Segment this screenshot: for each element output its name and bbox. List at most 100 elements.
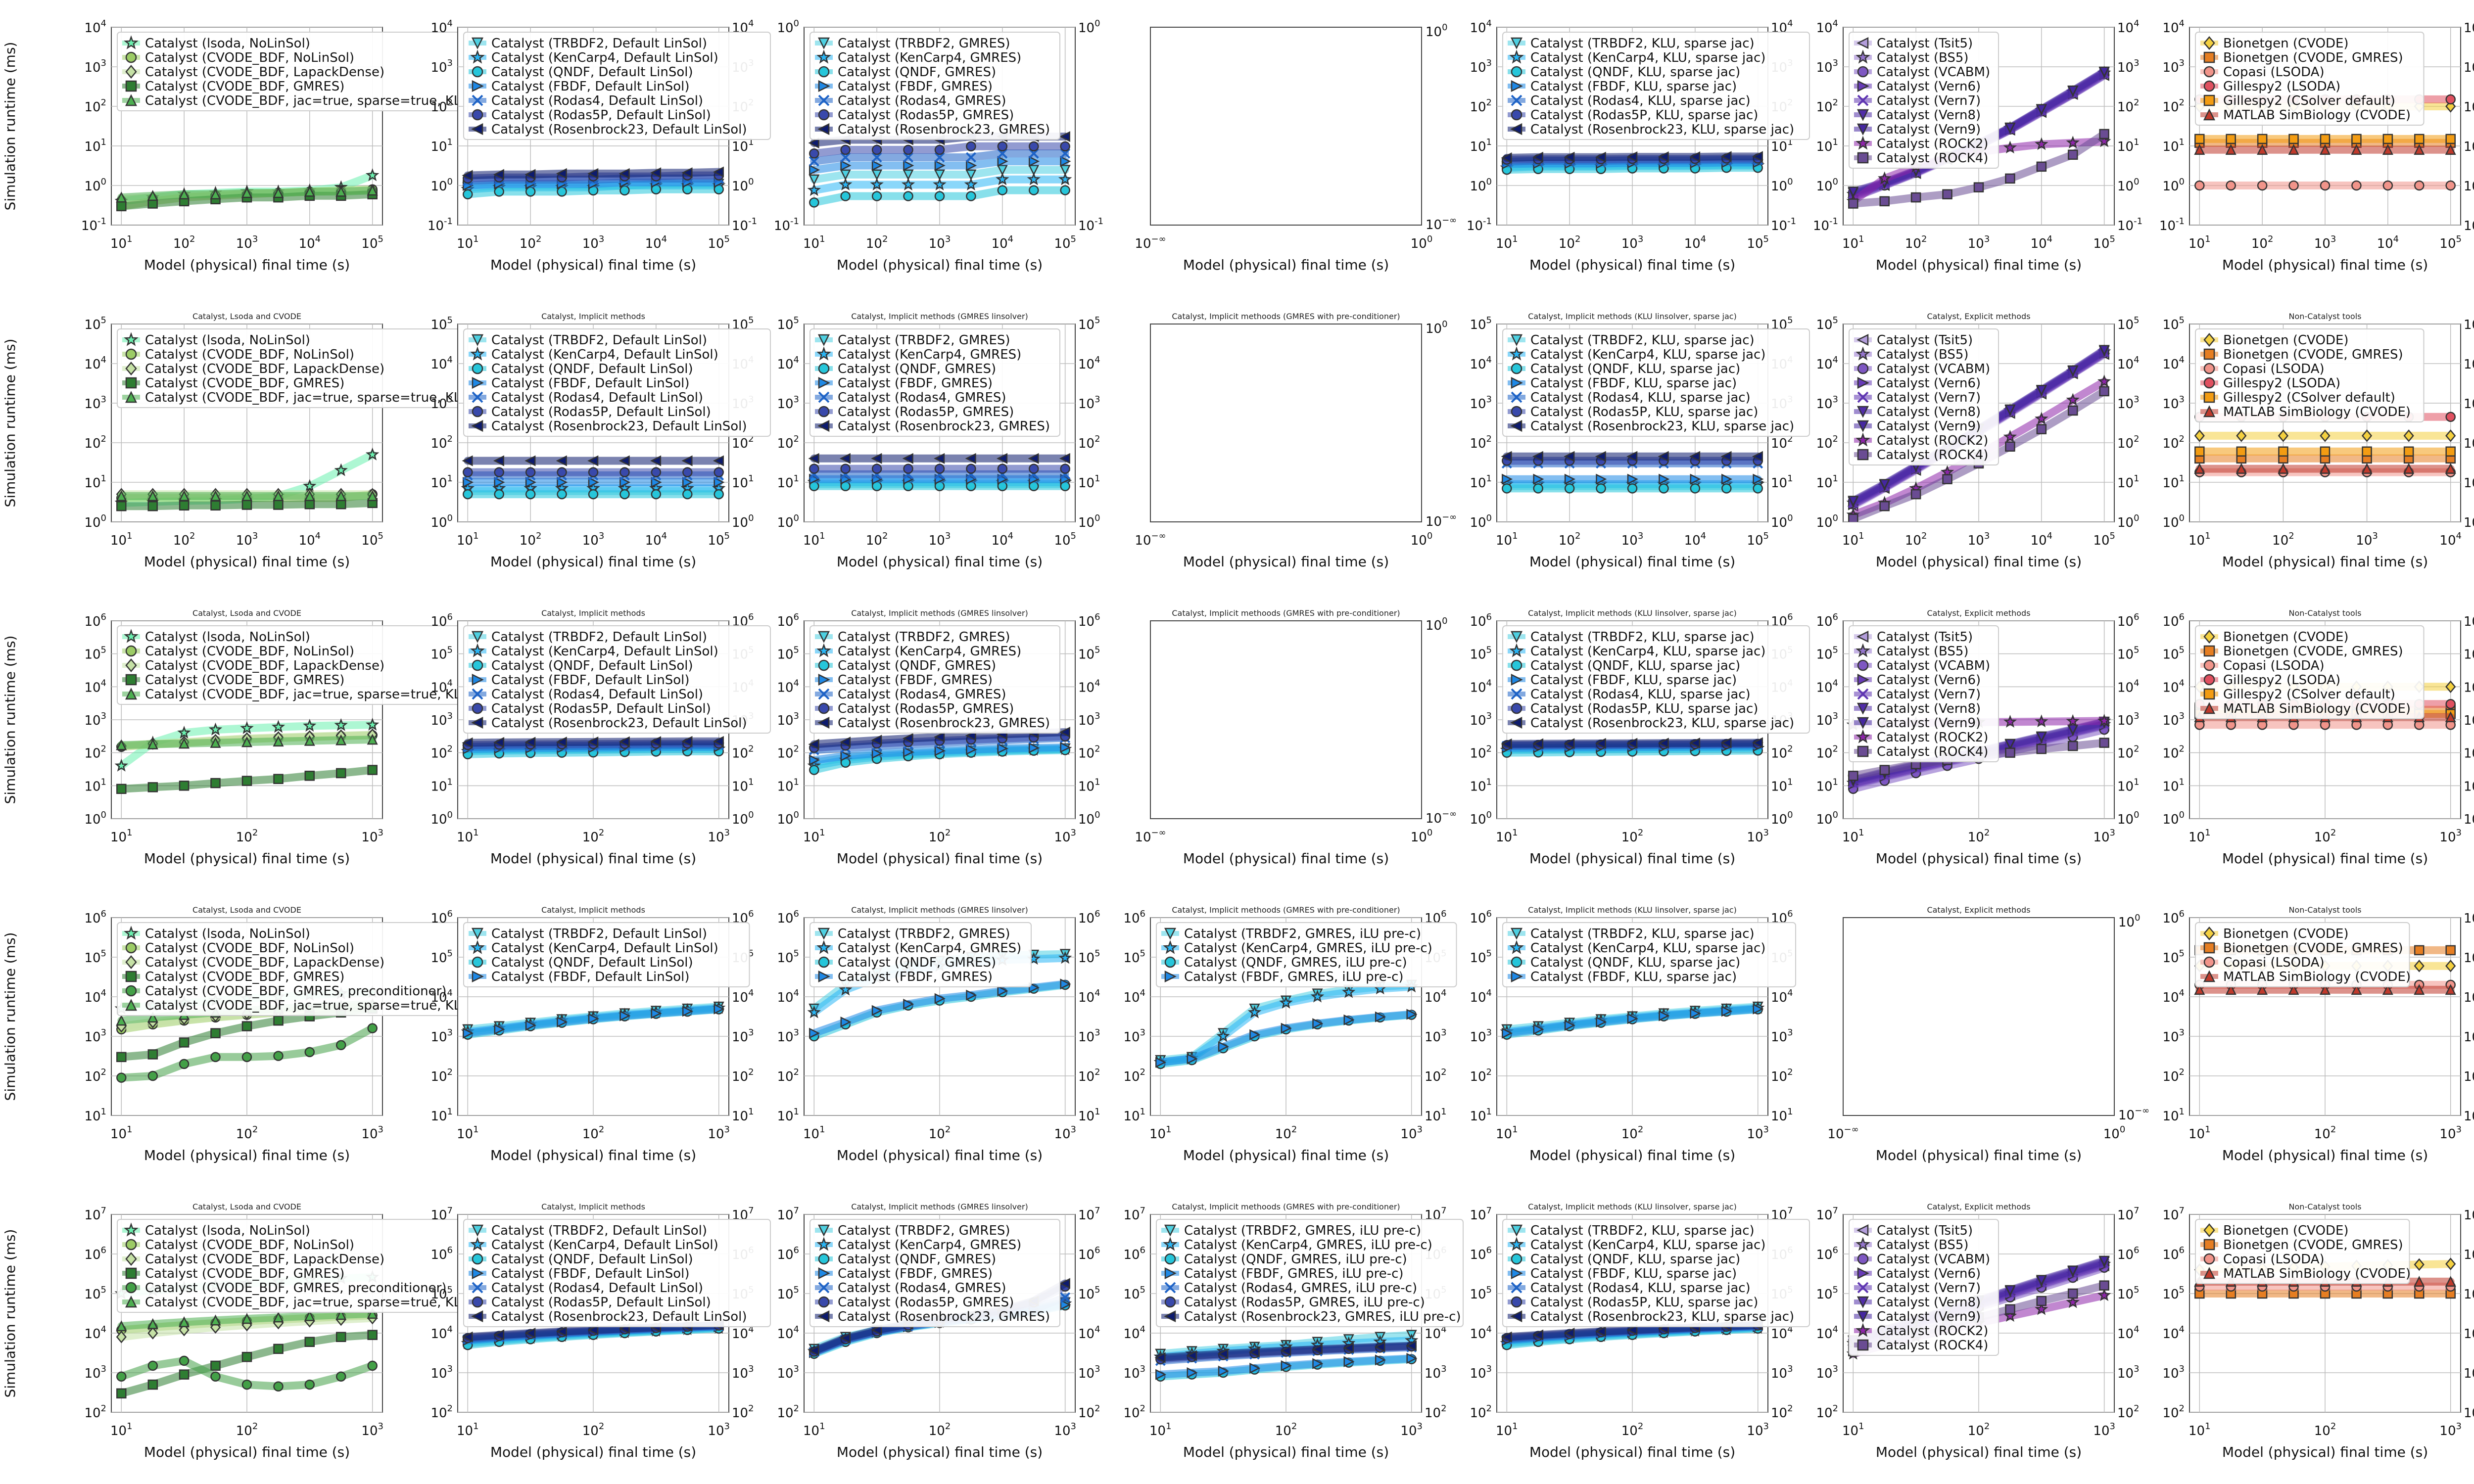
series-point-8-0	[1848, 198, 1858, 209]
legend: Bionetgen (CVODE)Bionetgen (CVODE, GMRES…	[2195, 922, 2411, 987]
y-tick-label: 105	[777, 645, 799, 662]
y-tick-label-right: 102	[732, 1403, 754, 1421]
subplot-r0-c3: Model (physical) final time (s) 100 10−∞ 10…	[1135, 22, 1457, 273]
series-point-3-0	[809, 754, 820, 766]
y-tick-label-right: 100	[1078, 513, 1100, 530]
x-tick-label: 103	[1054, 828, 1076, 845]
legend-swatch-marker	[818, 109, 830, 121]
series-point-8-6	[2036, 424, 2047, 434]
series-point-3-3	[1596, 473, 1607, 485]
subplot-r1-c6: Non-Catalyst tools Model (physical) final…	[2162, 312, 2474, 570]
series-point-6-1	[839, 453, 851, 464]
series-point-3-7	[1029, 156, 1040, 167]
series-point-3-6	[997, 156, 1008, 167]
y-tick-label: 102	[430, 744, 453, 761]
legend-entry: Catalyst (Rodas4, Default LinSol)	[491, 390, 703, 405]
legend-swatch-marker	[125, 645, 137, 657]
y-tick-label: 103	[84, 711, 106, 728]
series-point-5-8	[2445, 711, 2456, 722]
series-point-3-4	[241, 776, 252, 786]
series-point-2-2	[2257, 180, 2268, 191]
series-point-1-1	[838, 178, 853, 190]
legend-swatch-marker	[471, 37, 484, 49]
legend-swatch-marker	[1511, 391, 1522, 403]
series-point-8-1	[1879, 765, 1890, 775]
x-tick-label: 101	[803, 828, 825, 845]
y-tick-label: 105	[1470, 948, 1492, 966]
series-point-0-8	[366, 168, 380, 182]
legend-entry: Catalyst (Rodas5P, KLU, sparse jac)	[1530, 1295, 1758, 1310]
x-tick-label: 102	[1559, 234, 1581, 251]
subplot-r2-c2: Catalyst, Implicit methods (GMRES linsol…	[777, 608, 1100, 867]
y-tick-label: 104	[2162, 1324, 2185, 1342]
series-point-2-5	[619, 185, 630, 196]
series-point-3-1	[840, 750, 852, 762]
y-tick-label-right: 105	[1078, 1285, 1100, 1302]
series-point-6-1	[493, 169, 504, 180]
series-point-4-1	[2226, 134, 2236, 144]
legend-entry: Catalyst (lsoda, NoLinSol)	[145, 36, 310, 51]
y-tick-label-right: 105	[1078, 315, 1100, 332]
x-tick-label: 102	[236, 828, 258, 845]
series-point-6-4	[587, 168, 599, 179]
series-point-6-4	[934, 453, 945, 464]
x-tick-label: 102	[520, 234, 542, 251]
x-tick-label: 103	[2356, 531, 2378, 548]
series-point-3-0	[1502, 473, 1513, 485]
series-point-4-6	[997, 148, 1008, 159]
x-tick-label: 101	[2189, 1124, 2211, 1142]
y-tick-label: 106	[84, 909, 106, 926]
y-tick-label-right: 102	[1078, 1403, 1100, 1421]
series-point-5-2	[525, 467, 536, 477]
y-tick-label-right: 107	[2117, 1206, 2140, 1223]
x-tick-left: 10−∞	[1135, 828, 1166, 845]
series-point-6-8	[713, 166, 724, 178]
y-tick-right-bottom: 10−∞	[1426, 512, 1457, 529]
legend-entry: Catalyst (Vern9)	[1877, 122, 1981, 137]
legend-entry: Catalyst (Rodas4, Default LinSol)	[491, 687, 703, 702]
series-point-5-1	[840, 464, 851, 474]
legend-swatch-marker	[472, 94, 483, 106]
x-tick-label: 103	[582, 531, 605, 548]
legend-entry: Catalyst (Rodas4, GMRES)	[838, 687, 1006, 702]
legend-entry: Catalyst (Rodas5P, GMRES)	[838, 1295, 1014, 1310]
series-point-6-5	[2004, 404, 2016, 416]
legend-swatch-marker	[472, 66, 483, 78]
series-point-6-7	[2067, 365, 2079, 376]
legend-entry: Catalyst (QNDF, KLU, sparse jac)	[1530, 658, 1740, 673]
legend-entry: Catalyst (Rodas5P, Default LinSol)	[491, 1295, 711, 1310]
y-tick-label: 105	[430, 645, 453, 662]
series-point-3-0	[116, 1388, 127, 1399]
y-tick-label: 102	[777, 1403, 799, 1421]
y-tick-label: 102	[1470, 744, 1492, 761]
legend-entry: Gillespy2 (LSODA)	[2223, 376, 2340, 391]
x-tick-label: 103	[1747, 1421, 1769, 1438]
y-tick-label-right: 100	[1771, 810, 1793, 827]
legend-swatch-marker	[1509, 643, 1524, 657]
series-point-5-4	[588, 467, 599, 477]
legend: Catalyst (TRBDF2, Default LinSol)Catalys…	[463, 32, 771, 140]
x-tick-label: 102	[2314, 828, 2336, 845]
legend-entry: Catalyst (Tsit5)	[1877, 333, 1973, 348]
legend-swatch-marker	[1510, 631, 1523, 643]
series-point-4-0	[2194, 446, 2205, 457]
series-point-3-5	[619, 476, 631, 488]
series-point-6-4	[1626, 451, 1638, 462]
series-point-3-1	[494, 476, 505, 488]
legend-entry: Catalyst (TRBDF2, GMRES, iLU pre-c)	[1184, 927, 1421, 941]
y-tick-label: 100	[1470, 810, 1492, 827]
y-tick-label: 101	[430, 1107, 453, 1124]
series-point-3-1	[147, 1379, 158, 1390]
y-tick-label: 103	[1816, 711, 1838, 728]
y-tick-label-right: 103	[2117, 394, 2140, 412]
series-point-4-3	[210, 1052, 221, 1063]
legend-box	[1502, 32, 1810, 140]
series-point-0-0	[809, 174, 820, 186]
series-point-4-1	[147, 490, 158, 501]
legend-entry: Catalyst (QNDF, KLU, sparse jac)	[1530, 955, 1740, 970]
legend-entry: Catalyst (QNDF, KLU, sparse jac)	[1530, 65, 1740, 80]
y-tick-label: 104	[84, 18, 106, 36]
legend-swatch-marker	[818, 406, 830, 417]
legend-entry: MATLAB SimBiology (CVODE)	[2223, 1266, 2411, 1281]
series-point-6-3	[556, 168, 567, 179]
